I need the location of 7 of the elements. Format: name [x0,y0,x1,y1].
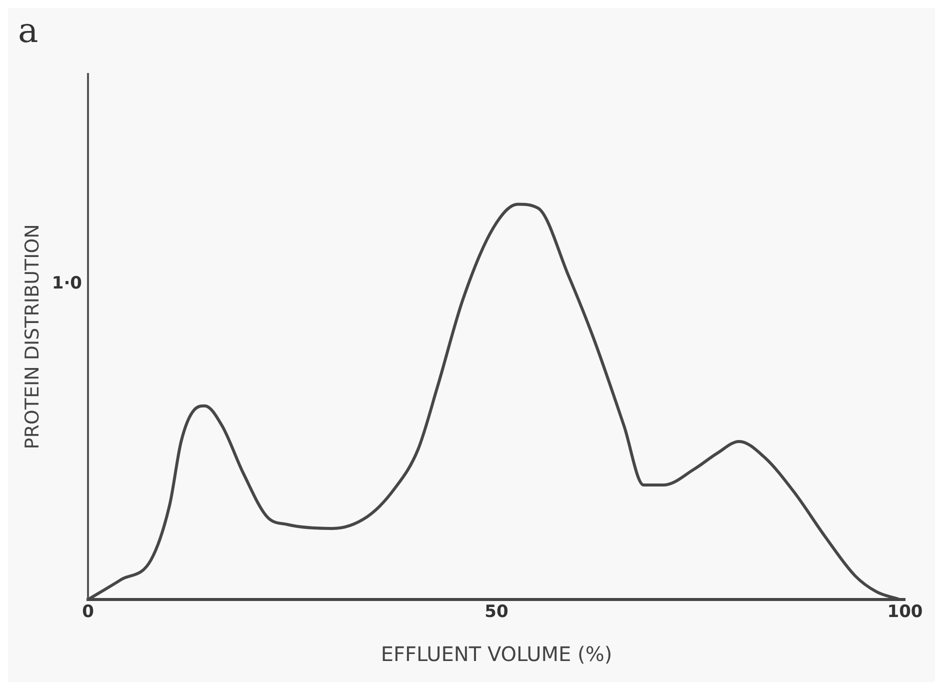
text: 1·0 [52,274,82,294]
x-axis-title: EFFLUENT VOLUME (%) [380,642,612,666]
x-tick-label: 0 [82,602,94,622]
chart-title: a [18,11,38,52]
x-tick-label: 100 [887,602,923,622]
y-axis-title: PROTEIN DISTRIBUTION [21,224,44,450]
x-tick-label: 50 [484,602,508,622]
